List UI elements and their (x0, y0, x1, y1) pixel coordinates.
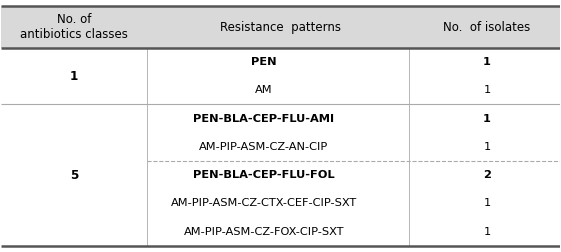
Text: PEN-BLA-CEP-FLU-AMI: PEN-BLA-CEP-FLU-AMI (193, 114, 334, 124)
Text: 1: 1 (484, 227, 491, 237)
Text: 1: 1 (483, 57, 491, 67)
Text: PEN-BLA-CEP-FLU-FOL: PEN-BLA-CEP-FLU-FOL (193, 170, 334, 180)
Text: No.  of isolates: No. of isolates (443, 21, 531, 34)
Text: AM-PIP-ASM-CZ-AN-CIP: AM-PIP-ASM-CZ-AN-CIP (199, 142, 328, 152)
Text: AM-PIP-ASM-CZ-CTX-CEF-CIP-SXT: AM-PIP-ASM-CZ-CTX-CEF-CIP-SXT (171, 198, 357, 208)
Text: 1: 1 (484, 85, 491, 95)
Text: AM: AM (255, 85, 273, 95)
FancyBboxPatch shape (1, 6, 560, 48)
Text: 1: 1 (483, 114, 491, 124)
Text: 1: 1 (484, 198, 491, 208)
Text: AM-PIP-ASM-CZ-FOX-CIP-SXT: AM-PIP-ASM-CZ-FOX-CIP-SXT (183, 227, 344, 237)
Text: No. of
antibiotics classes: No. of antibiotics classes (20, 13, 128, 41)
Text: 1: 1 (70, 70, 78, 83)
Text: 1: 1 (484, 142, 491, 152)
Text: PEN: PEN (251, 57, 277, 67)
Text: 5: 5 (70, 169, 78, 181)
Text: 2: 2 (483, 170, 491, 180)
Text: Resistance  patterns: Resistance patterns (220, 21, 341, 34)
